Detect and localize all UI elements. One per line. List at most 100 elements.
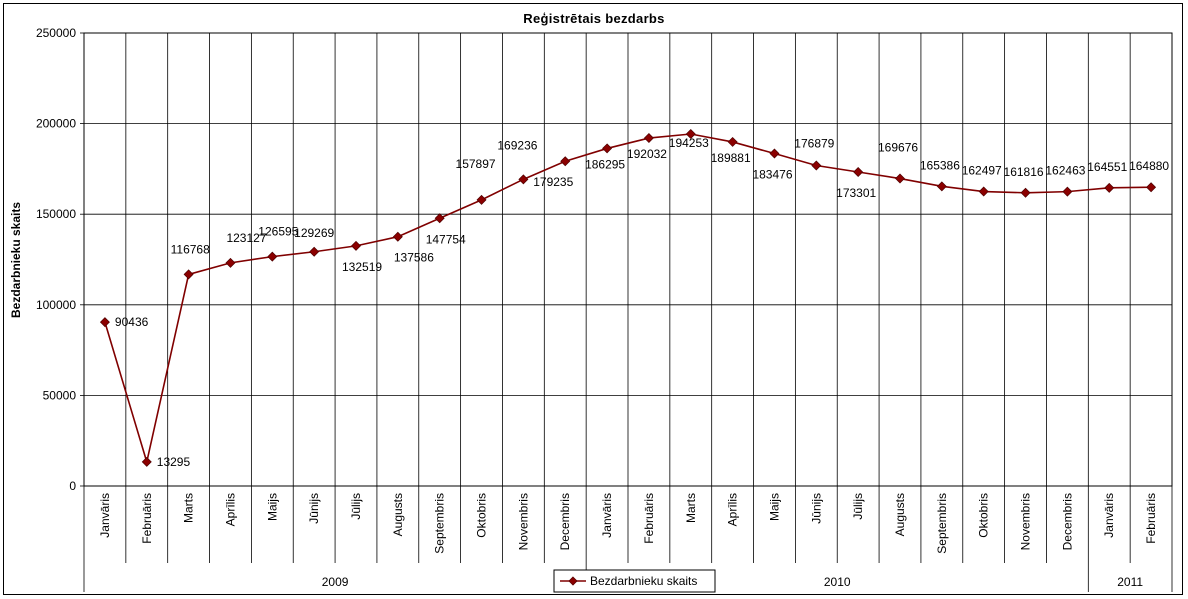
data-point: [99, 317, 110, 328]
x-tick-label: Maijs: [265, 493, 279, 521]
data-point: [351, 240, 361, 251]
x-tick-label: Janvāris: [1102, 493, 1116, 538]
legend: Bezdarbnieku skaits: [553, 569, 716, 593]
x-tick-label: Maijs: [767, 493, 781, 521]
y-tick-label: 50000: [43, 388, 77, 402]
data-point: [560, 156, 571, 167]
x-tick-label: Februāris: [1144, 493, 1158, 544]
x-tick-label: Jūlijs: [851, 493, 865, 520]
data-point: [141, 456, 152, 467]
data-point: [267, 251, 278, 262]
x-tick-label: Augusts: [893, 493, 907, 536]
x-tick-label: Aprīlis: [223, 493, 237, 526]
data-series: [99, 129, 1157, 467]
chart-frame: [3, 3, 1183, 595]
x-tick-label: Aprīlis: [726, 493, 740, 526]
grid: [80, 32, 1173, 592]
data-label: 147754: [426, 232, 466, 246]
data-point: [1104, 182, 1115, 193]
data-point: [309, 246, 320, 257]
data-point: [518, 174, 529, 185]
x-tick-label: Decembris: [558, 493, 572, 550]
data-label: 165386: [920, 158, 960, 172]
year-label: 2011: [1117, 575, 1143, 589]
data-label: 194253: [669, 136, 709, 150]
data-point: [936, 181, 947, 192]
legend-marker: [568, 576, 578, 586]
x-tick-label: Janvāris: [600, 493, 614, 538]
data-label: 162497: [962, 164, 1002, 178]
y-tick-label: 150000: [36, 207, 76, 221]
data-point: [1062, 186, 1073, 197]
x-tick-label: Oktobris: [475, 493, 489, 538]
x-tick-label: Jūlijs: [349, 493, 363, 520]
y-axis-label: Bezdarbnieku skaits: [9, 202, 23, 318]
data-label: 173301: [836, 186, 876, 200]
data-label: 189881: [711, 151, 751, 165]
data-label: 116768: [171, 242, 210, 256]
data-label: 176879: [794, 136, 834, 150]
x-tick-label: Jūnijs: [809, 493, 823, 524]
data-label: 192032: [627, 147, 667, 161]
x-tick-label: Decembris: [1060, 493, 1074, 550]
data-label: 169236: [497, 138, 537, 152]
data-label: 183476: [752, 168, 792, 182]
x-tick-label: Jūnijs: [307, 493, 321, 524]
year-label: 2010: [824, 575, 851, 589]
x-tick-label: Marts: [684, 493, 698, 523]
year-labels: 2009 2010 2011: [322, 575, 1144, 589]
data-label: 129269: [294, 226, 334, 240]
data-label: 126595: [258, 225, 298, 239]
y-tick-label: 250000: [36, 26, 76, 40]
data-point: [392, 231, 403, 242]
data-point: [643, 133, 654, 144]
x-tick-label: Marts: [182, 493, 196, 523]
data-label: 164551: [1087, 160, 1127, 174]
y-tick-label: 200000: [36, 117, 76, 131]
data-label: 123127: [226, 231, 266, 245]
data-point: [685, 129, 696, 140]
data-point: [1020, 187, 1031, 198]
data-label: 137586: [394, 251, 434, 265]
data-label: 157897: [456, 157, 496, 171]
chart-title: Reģistrētais bezdarbs: [523, 11, 664, 26]
data-point: [727, 136, 738, 147]
data-point: [602, 143, 613, 154]
x-tick-labels: Janvāris Februāris Marts Aprīlis Maijs Jūnijs…: [98, 493, 1158, 554]
data-point: [1146, 182, 1157, 193]
data-point: [978, 186, 989, 197]
x-tick-label: Septembris: [935, 493, 949, 554]
data-point: [895, 173, 905, 184]
data-label: 169676: [878, 141, 918, 155]
data-label: 164880: [1129, 159, 1169, 173]
data-point: [434, 213, 445, 224]
data-label: 90436: [115, 315, 149, 329]
data-label: 179235: [533, 175, 573, 189]
y-tick-labels: 0 50000 100000 150000 200000 250000: [36, 26, 76, 493]
data-label: 186295: [585, 157, 625, 171]
data-label: 161816: [1004, 165, 1044, 179]
year-label: 2009: [322, 575, 349, 589]
x-tick-label: Novembris: [516, 493, 530, 550]
data-point: [853, 166, 864, 177]
x-tick-label: Februāris: [642, 493, 656, 544]
data-point: [225, 257, 236, 268]
legend-label: Bezdarbnieku skaits: [590, 574, 697, 588]
x-tick-label: Oktobris: [977, 493, 991, 538]
data-point: [183, 269, 194, 280]
data-point: [476, 194, 487, 205]
x-tick-label: Novembris: [1019, 493, 1033, 550]
legend-box: [553, 569, 716, 593]
data-label: 132519: [342, 260, 382, 274]
y-tick-label: 100000: [36, 298, 76, 312]
data-label: 162463: [1045, 164, 1085, 178]
series-line: [104, 133, 1152, 466]
data-label: 13295: [157, 455, 191, 469]
x-tick-label: Februāris: [140, 493, 154, 544]
data-point: [769, 148, 780, 159]
x-tick-label: Septembris: [433, 493, 447, 554]
x-tick-label: Janvāris: [98, 493, 112, 538]
data-point: [811, 160, 822, 171]
